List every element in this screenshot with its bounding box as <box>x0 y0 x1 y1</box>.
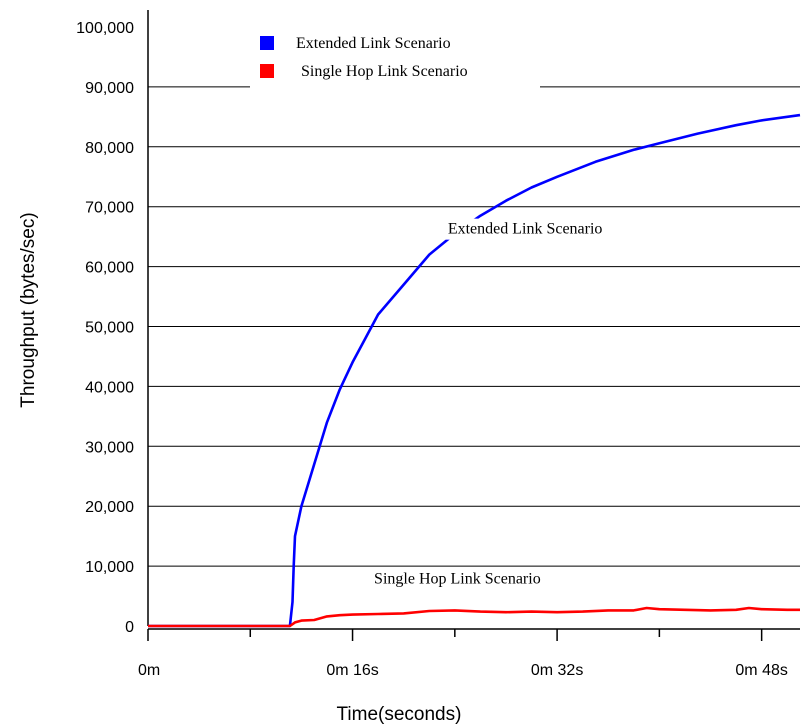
y-tick-label: 30,000 <box>85 439 134 456</box>
x-tick-label: 0m 32s <box>531 662 583 679</box>
y-tick-label: 70,000 <box>85 200 134 217</box>
y-tick-label: 20,000 <box>85 499 134 516</box>
y-tick-label: 40,000 <box>85 379 134 396</box>
grid-lines <box>148 86 800 567</box>
axes <box>147 10 800 641</box>
x-tick-label: 0m 48s <box>735 662 787 679</box>
legend-swatch <box>260 64 274 78</box>
y-tick-label: 10,000 <box>85 559 134 576</box>
y-tick-label: 80,000 <box>85 140 134 157</box>
y-tick-label: 100,000 <box>76 20 134 37</box>
y-axis-title: Throughput (bytes/sec) <box>18 212 39 407</box>
legend-label: Single Hop Link Scenario <box>301 63 468 80</box>
annotations: Extended Link Scenario Single Hop Link Sc… <box>370 218 607 590</box>
tick-labels: 0 10,000 20,000 30,000 40,000 50,000 60,000 70,… <box>76 20 788 679</box>
legend: Extended Link Scenario Single Hop Link Sc… <box>250 35 540 93</box>
legend-background <box>250 38 540 93</box>
legend-label: Extended Link Scenario <box>296 35 451 52</box>
annotation-background <box>443 218 607 240</box>
series-line-single-hop-link <box>148 606 800 628</box>
series-lines <box>148 113 801 628</box>
y-tick-label: 0 <box>125 619 134 636</box>
x-tick-label: 0m <box>138 662 160 679</box>
x-axis-title: Time(seconds) <box>337 704 462 725</box>
x-tick-label: 0m 16s <box>326 662 378 679</box>
y-tick-label: 60,000 <box>85 260 134 277</box>
y-tick-label: 90,000 <box>85 80 134 97</box>
legend-swatch <box>260 36 274 50</box>
series-annotation: Extended Link Scenario <box>448 221 603 238</box>
series-line-extended-link <box>148 113 801 628</box>
annotation-background <box>370 568 545 590</box>
y-tick-label: 50,000 <box>85 320 134 337</box>
series-annotation: Single Hop Link Scenario <box>374 570 541 587</box>
